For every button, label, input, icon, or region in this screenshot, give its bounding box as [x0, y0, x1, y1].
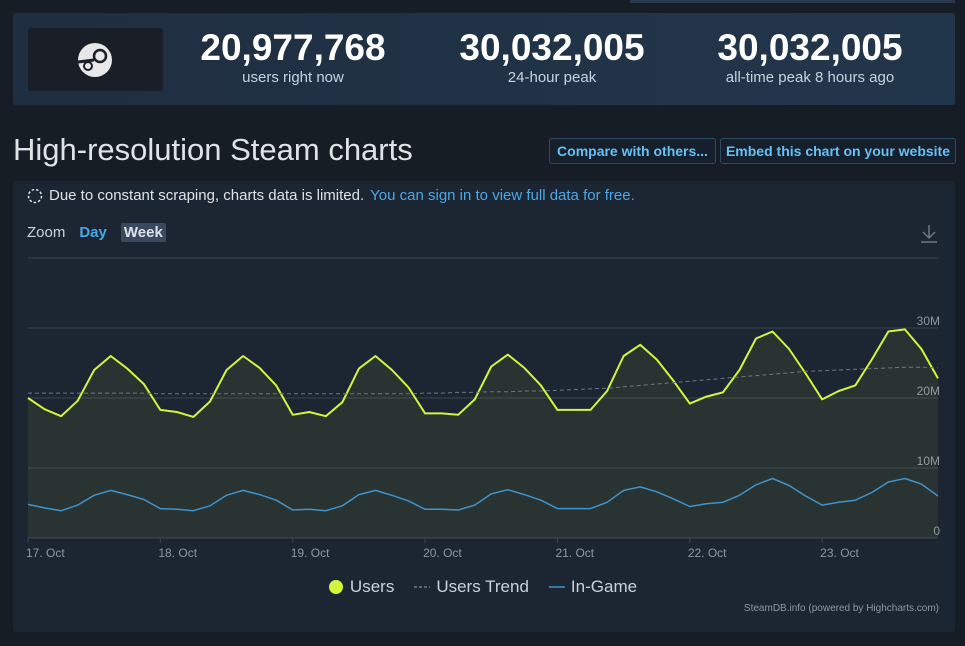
series-area [28, 329, 938, 538]
x-tick-label: 22. Oct [688, 546, 727, 560]
stat-caption: 24-hour peak [507, 69, 597, 86]
stat: 30,032,005 all-time peak 8 hours ago [690, 27, 930, 87]
zoom-option-selected[interactable]: Week [120, 223, 166, 242]
page-heading: High-resolution Steam charts [13, 132, 413, 167]
legend-label: Users [349, 577, 395, 596]
notice: Due to constant scraping, charts data is… [27, 187, 635, 204]
chart-panel: Due to constant scraping, charts data is… [13, 181, 955, 632]
zoom-controls: Zoom Day Week [27, 223, 166, 242]
legend-label: In-Game [570, 577, 638, 596]
legend-item[interactable]: In-Game [548, 577, 638, 597]
credits: SteamDB.info (powered by Highcharts.com) [743, 603, 939, 614]
x-tick-label: 17. Oct [26, 546, 65, 560]
series-line [27, 328, 939, 418]
series-line [27, 477, 939, 512]
zoom-option[interactable]: Day [79, 224, 107, 241]
legend-label: Users Trend [436, 577, 529, 596]
legend-symbol [548, 586, 565, 588]
legend-item[interactable]: Users [328, 577, 394, 597]
stat-value: 30,032,005 [459, 27, 645, 68]
y-tick-label: 30M [917, 314, 940, 328]
download-icon[interactable] [919, 223, 939, 245]
compare-button[interactable]: Compare with others... [549, 138, 716, 164]
x-tick-label: 19. Oct [291, 546, 330, 560]
logo-icon [77, 43, 112, 77]
legend-symbol [328, 580, 343, 594]
legend-symbol [414, 586, 431, 588]
y-tick-label: 10M [917, 454, 940, 468]
stat-caption: all-time peak 8 hours ago [725, 69, 895, 86]
stat-value: 30,032,005 [717, 27, 903, 68]
x-tick-label: 20. Oct [423, 546, 462, 560]
zoom-label: Zoom [27, 224, 66, 241]
y-tick-label: 0 [933, 524, 940, 538]
legend: Users Users Trend In-Game [0, 577, 965, 597]
notice-icon [27, 188, 43, 203]
stat-caption: users right now [242, 69, 344, 86]
series-line [28, 366, 939, 395]
legend-item[interactable]: Users Trend [414, 577, 529, 597]
stat: 20,977,768 users right now [173, 27, 413, 87]
y-tick-label: 20M [917, 384, 940, 398]
x-tick-label: 23. Oct [820, 546, 859, 560]
x-tick-label: 18. Oct [158, 546, 197, 560]
x-tick-label: 21. Oct [555, 546, 594, 560]
steam-logo [28, 28, 163, 91]
notice-text: Due to constant scraping, charts data is… [49, 187, 365, 204]
sign-in-link[interactable]: You can sign in to view full data for fr… [370, 187, 635, 204]
stat-value: 20,977,768 [200, 27, 386, 68]
stat: 30,032,005 24-hour peak [432, 27, 672, 87]
embed-button[interactable]: Embed this chart on your website [720, 138, 956, 164]
top-bar [630, 0, 955, 3]
stat-card: 20,977,768 users right now 30,032,005 24… [13, 13, 955, 105]
